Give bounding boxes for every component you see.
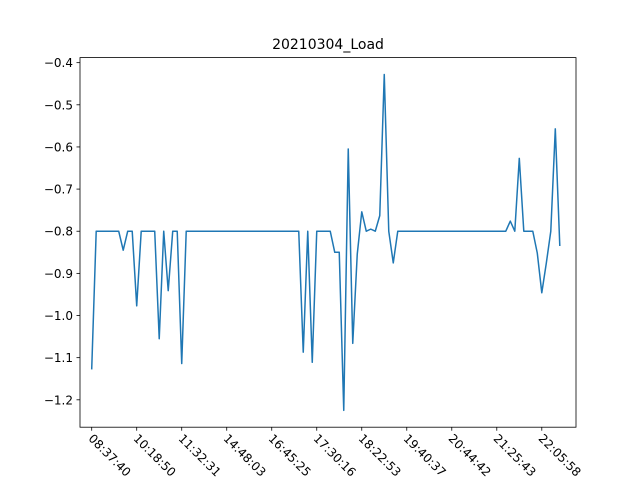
y-tick-label: −0.8 — [44, 225, 73, 239]
y-tick-label: −1.0 — [44, 309, 73, 323]
series-line — [90, 73, 561, 412]
chart-title: 20210304_Load — [272, 37, 384, 53]
plot-area — [80, 57, 576, 428]
y-tick-label: −0.6 — [44, 140, 73, 154]
y-tick-label: −0.4 — [44, 56, 73, 70]
y-tick-label: −1.1 — [44, 351, 73, 365]
y-tick-label: −0.5 — [44, 98, 73, 112]
plot-frame — [79, 57, 577, 428]
y-tick-label: −0.7 — [44, 183, 73, 197]
y-tick-label: −1.2 — [44, 393, 73, 407]
series-group — [90, 73, 561, 412]
y-tick-label: −0.9 — [44, 267, 73, 281]
y-axis: −1.2 −1.1 −1.0 −0.9 −0.8 −0.7 −0.6 −0.5 −0.4 — [44, 56, 80, 407]
